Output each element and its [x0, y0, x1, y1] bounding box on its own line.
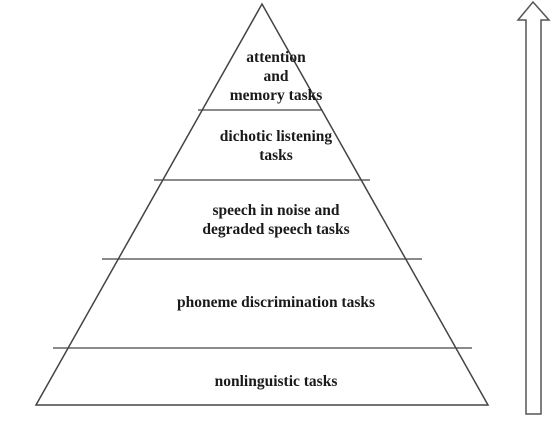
tier-label-nonlinguistic: nonlinguistic tasks [214, 373, 338, 390]
tier-label-speech-in-noise: speech in noise and degraded speech task… [202, 202, 350, 238]
tier-label-phoneme-discrimination: phoneme discrimination tasks [176, 294, 376, 311]
up-arrow-icon [516, 0, 551, 415]
tier-label-attention-memory: attention and memory tasks [229, 49, 323, 104]
tier-label-dichotic-listening: dichotic listening tasks [219, 128, 333, 164]
pyramid-outline [34, 2, 490, 406]
